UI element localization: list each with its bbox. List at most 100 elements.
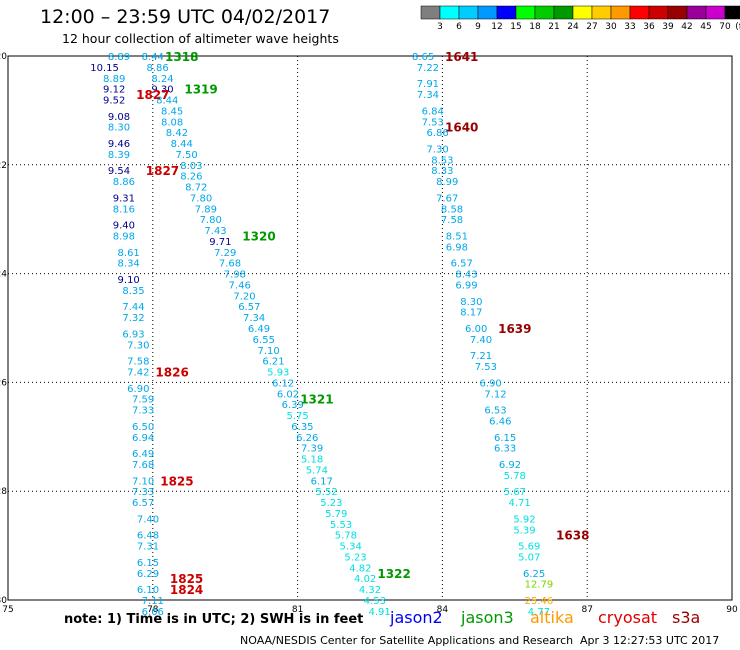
y-tick-label: -22 bbox=[0, 161, 7, 171]
wave-height-value: 7.42 bbox=[127, 368, 149, 379]
wave-height-value: 6.93 bbox=[122, 329, 144, 340]
chart-grid bbox=[7, 55, 733, 601]
legend-swatch bbox=[667, 5, 688, 20]
pass-time-label: 1827 bbox=[146, 164, 179, 178]
wave-height-value: 9.54 bbox=[108, 166, 130, 177]
legend-swatch bbox=[534, 5, 555, 20]
y-tick-label: -28 bbox=[0, 487, 7, 497]
wave-height-value: 8.86 bbox=[113, 177, 135, 188]
legend-swatch bbox=[610, 5, 631, 20]
wave-height-value: 7.58 bbox=[127, 357, 149, 368]
wave-height-value: 8.44 bbox=[171, 139, 193, 150]
wave-height-value: 4.71 bbox=[508, 498, 530, 509]
x-tick-label: 84 bbox=[437, 605, 449, 615]
wave-height-value: 6.48 bbox=[137, 531, 159, 542]
wave-height-value: 5.78 bbox=[504, 471, 526, 482]
wave-height-value: 7.46 bbox=[229, 280, 251, 291]
legend-swatch bbox=[420, 5, 441, 20]
legend-label: 33 bbox=[624, 22, 635, 32]
wave-height-value: 25.46 bbox=[525, 596, 554, 607]
wave-height-value: 8.34 bbox=[118, 259, 140, 270]
x-tick-label: 90 bbox=[726, 605, 738, 615]
wave-height-value: 5.34 bbox=[340, 542, 362, 553]
wave-height-value: 8.44 bbox=[156, 96, 178, 107]
wave-height-value: 7.10 bbox=[258, 346, 280, 357]
y-tick-label: -20 bbox=[0, 52, 7, 62]
wave-height-value: 7.53 bbox=[475, 362, 497, 373]
x-tick-label: 75 bbox=[2, 605, 13, 615]
wave-height-value: 5.39 bbox=[513, 525, 535, 536]
wave-height-value: 6.25 bbox=[523, 569, 545, 580]
satellite-label-jason2: jason2 bbox=[390, 608, 443, 627]
wave-height-value: 7.34 bbox=[243, 313, 265, 324]
wave-height-value: 6.46 bbox=[489, 416, 511, 427]
wave-height-value: 6.92 bbox=[499, 460, 521, 471]
wave-height-value: 8.86 bbox=[146, 63, 168, 74]
y-tick-label: -24 bbox=[0, 270, 7, 280]
x-tick-label: 87 bbox=[581, 605, 592, 615]
wave-height-value: 7.80 bbox=[190, 193, 212, 204]
satellite-label-jason3: jason3 bbox=[461, 608, 514, 627]
wave-height-value: 6.26 bbox=[296, 433, 318, 444]
pass-time-label: 1638 bbox=[556, 529, 589, 543]
wave-height-value: 6.49 bbox=[248, 324, 270, 335]
wave-height-value: 5.75 bbox=[286, 411, 308, 422]
wave-height-value: 6.39 bbox=[282, 400, 304, 411]
legend-swatch bbox=[477, 5, 498, 20]
pass-time-label: 1827 bbox=[136, 88, 169, 102]
wave-height-value: 6.90 bbox=[480, 378, 502, 389]
wave-height-value: 7.30 bbox=[127, 340, 149, 351]
wave-height-value: 5.79 bbox=[325, 509, 347, 520]
wave-height-value: 7.43 bbox=[204, 226, 226, 237]
wave-height-value: 5.74 bbox=[306, 465, 328, 476]
wave-height-value: 8.72 bbox=[185, 183, 207, 194]
wave-height-value: 8.44 bbox=[142, 52, 164, 63]
wave-height-value: 5.52 bbox=[315, 487, 337, 498]
wave-height-value: 7.91 bbox=[417, 79, 439, 90]
wave-height-value: 4.53 bbox=[364, 596, 386, 607]
legend-swatch bbox=[648, 5, 669, 20]
wave-height-value: 7.20 bbox=[233, 291, 255, 302]
wave-height-value: 6.21 bbox=[262, 357, 284, 368]
wave-height-value: 7.10 bbox=[132, 476, 154, 487]
wave-height-value: 7.12 bbox=[484, 389, 506, 400]
wave-height-value: 7.30 bbox=[426, 144, 448, 155]
legend-label: 18 bbox=[529, 22, 541, 32]
wave-height-values: 8.8910.158.899.129.529.088.309.468.399.5… bbox=[90, 52, 553, 618]
x-tick-label: 81 bbox=[292, 605, 303, 615]
pass-time-label: 1825 bbox=[160, 474, 193, 488]
legend-label: 30 bbox=[605, 22, 617, 32]
wave-height-value: 6.53 bbox=[484, 406, 506, 417]
legend-swatch bbox=[439, 5, 460, 20]
wave-height-value: 9.40 bbox=[113, 221, 135, 232]
wave-height-value: 8.39 bbox=[108, 150, 130, 161]
wave-height-value: 12.79 bbox=[525, 580, 554, 591]
wave-height-value: 6.35 bbox=[291, 422, 313, 433]
wave-height-value: 5.18 bbox=[301, 455, 323, 466]
wave-height-value: 6.55 bbox=[253, 335, 275, 346]
wave-height-value: 5.53 bbox=[330, 520, 352, 531]
wave-height-value: 6.10 bbox=[137, 585, 159, 596]
legend-label: 12 bbox=[491, 22, 502, 32]
y-tick-label: -30 bbox=[0, 596, 7, 606]
wave-height-value: 8.58 bbox=[441, 204, 463, 215]
wave-height-value: 6.15 bbox=[494, 433, 516, 444]
legend-label: 70 bbox=[719, 22, 731, 32]
wave-height-value: 5.67 bbox=[504, 487, 526, 498]
wave-height-value: 7.32 bbox=[122, 313, 144, 324]
wave-height-value: 4.91 bbox=[369, 607, 391, 618]
wave-height-value: 7.67 bbox=[436, 193, 458, 204]
wave-height-value: 6.57 bbox=[238, 302, 260, 313]
pass-time-label: 1322 bbox=[377, 567, 410, 581]
pass-time-label: 1640 bbox=[445, 121, 478, 135]
wave-height-value: 9.52 bbox=[103, 96, 125, 107]
legend-label: 21 bbox=[548, 22, 559, 32]
legend-label: 39 bbox=[662, 22, 674, 32]
wave-height-value: 8.08 bbox=[161, 117, 183, 128]
wave-height-value: 7.31 bbox=[137, 542, 159, 553]
legend-label: 3 bbox=[437, 22, 443, 32]
wave-height-value: 6.29 bbox=[137, 569, 159, 580]
legend-swatch bbox=[724, 5, 740, 20]
wave-height-value: 7.39 bbox=[301, 444, 323, 455]
wave-height-value: 5.92 bbox=[513, 514, 535, 525]
